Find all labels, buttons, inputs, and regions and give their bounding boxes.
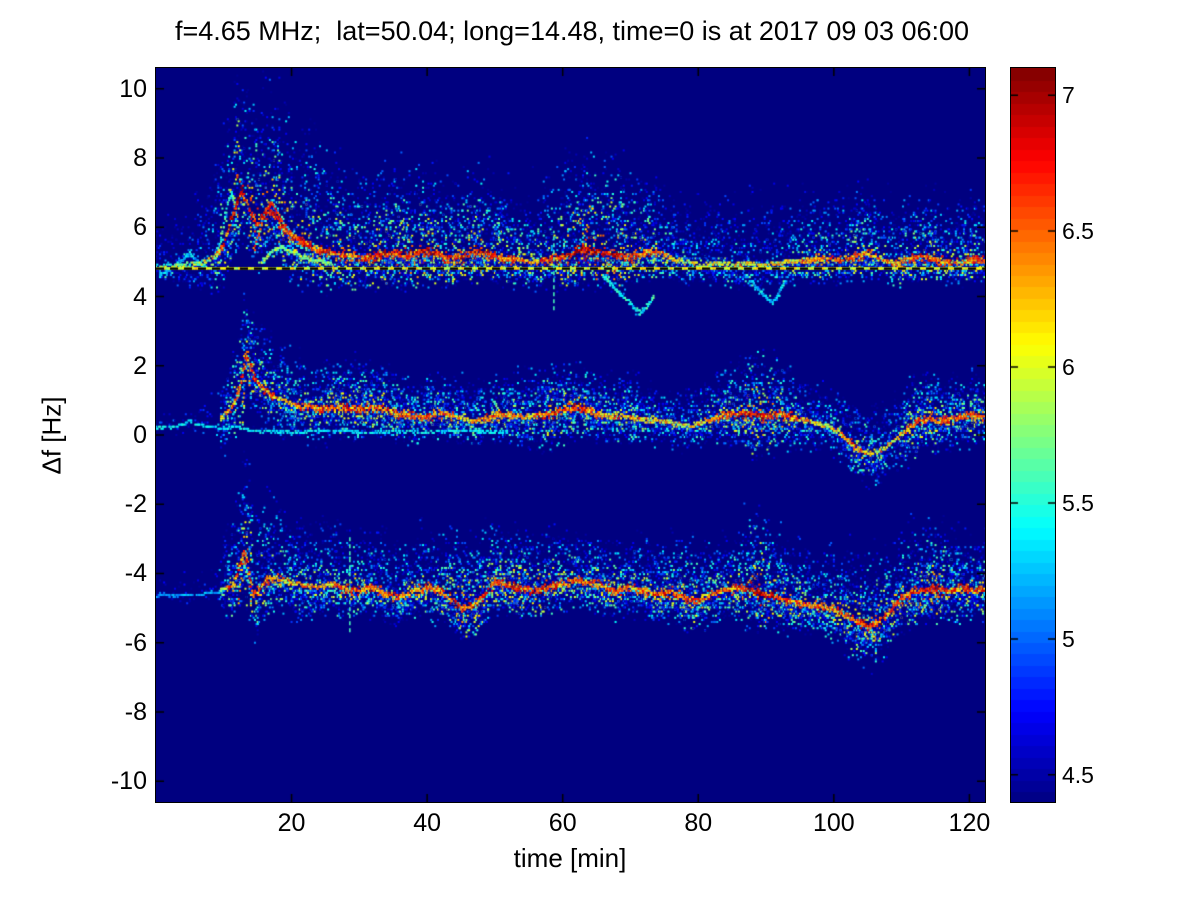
colorbar-tick-label: 5	[1062, 625, 1075, 652]
y-tick-label: -8	[124, 697, 147, 726]
y-tick-label: 0	[133, 421, 147, 449]
y-tick-label: 6	[133, 213, 147, 242]
x-tick-label: 20	[277, 809, 306, 837]
colorbar-tick-label: 5.5	[1062, 489, 1094, 516]
y-tick-label: 4	[133, 282, 147, 311]
x-tick-label: 60	[548, 809, 577, 837]
figure-title: f=4.65 MHz; lat=50.04; long=14.48, time=…	[174, 16, 970, 46]
y-tick-label: -4	[124, 559, 147, 588]
y-tick-label: 8	[133, 144, 147, 173]
x-tick-label: 80	[684, 809, 713, 837]
x-tick-label: 120	[948, 809, 991, 837]
y-tick-label: -10	[110, 767, 147, 796]
y-tick-label: 10	[119, 74, 147, 103]
x-tick-label: 100	[812, 809, 855, 837]
y-tick-label: 2	[133, 351, 147, 380]
x-axis-label: time [min]	[513, 843, 627, 873]
colorbar-tick-label: 6.5	[1062, 218, 1094, 245]
x-tick-label: 40	[413, 809, 442, 837]
spectrogram-plot	[155, 67, 986, 803]
colorbar-tick-label: 7	[1062, 82, 1075, 109]
colorbar	[1010, 67, 1056, 803]
y-tick-label: -6	[124, 628, 147, 657]
y-tick-label: -2	[124, 490, 147, 519]
colorbar-tick-label: 6	[1062, 354, 1075, 381]
colorbar-tick-label: 4.5	[1062, 761, 1094, 788]
